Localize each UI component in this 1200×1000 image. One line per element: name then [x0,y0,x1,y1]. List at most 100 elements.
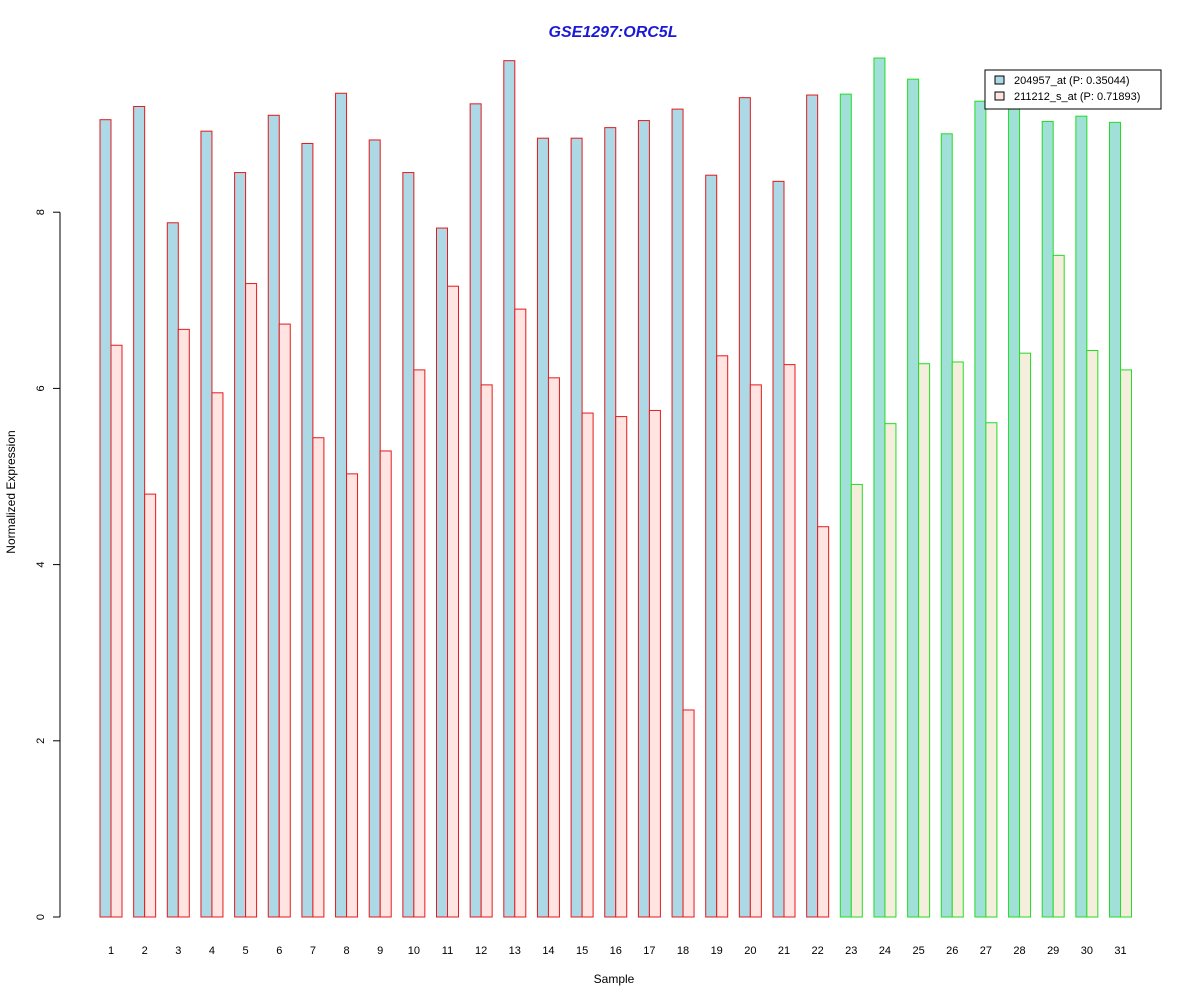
bar-204957-at-sample-31 [1109,121,1121,918]
bar-204957-at-sample-18 [671,108,684,918]
y-tick-label: 8 [35,209,47,215]
legend-label-211212-s-at: 211212_s_at (P: 0.71893) [1014,91,1140,103]
bar-series-group [99,57,1132,918]
bar-204957-at-sample-8 [335,92,348,918]
x-tick-label: 26 [946,945,958,957]
bar-211212-s-at-sample-1 [110,344,123,918]
bar-211212-s-at-sample-13 [514,308,527,918]
bar-204957-at-sample-16 [604,127,617,918]
bar-211212-s-at-sample-14 [547,377,560,918]
bar-211212-s-at-sample-18 [682,709,695,918]
x-tick-label: 21 [778,945,790,957]
x-tick-label: 6 [276,945,282,957]
x-tick-label: 14 [542,945,554,957]
bar-204957-at-sample-14 [536,137,549,918]
bar-211212-s-at-sample-21 [783,364,796,918]
bar-211212-s-at-sample-24 [884,423,897,918]
bar-204957-at-sample-15 [570,137,583,918]
x-tick-label: 22 [812,945,824,957]
bar-204957-at-sample-19 [705,174,718,918]
bar-204957-at-sample-7 [301,142,314,918]
bar-211212-s-at-sample-28 [1019,352,1032,918]
bar-211212-s-at-sample-3 [177,328,190,918]
bar-211212-s-at-sample-29 [1052,254,1065,918]
bar-211212-s-at-sample-5 [245,283,258,918]
x-tick-label: 3 [175,945,181,957]
y-axis-label: Normalized Expression [4,430,18,553]
bar-204957-at-sample-22 [806,94,819,918]
y-tick-label: 2 [35,738,47,744]
bar-211212-s-at-sample-8 [346,473,359,918]
bar-204957-at-sample-4 [200,130,213,918]
x-tick-label: 4 [209,945,215,957]
x-tick-label: 2 [142,945,148,957]
bar-204957-at-sample-1 [99,119,112,918]
x-tick-label: 1 [108,945,114,957]
x-tick-label: 28 [1013,945,1025,957]
x-tick-label: 13 [509,945,521,957]
legend-swatch-204957-at [994,75,1005,85]
y-tick-label: 4 [35,562,47,568]
bar-211212-s-at-sample-9 [379,450,392,918]
x-tick-label: 7 [310,945,316,957]
bar-211212-s-at-sample-25 [918,363,931,918]
chart-title: GSE1297:ORC5L [549,24,678,41]
bar-211212-s-at-sample-31 [1120,369,1132,918]
bar-204957-at-sample-6 [267,114,280,918]
bar-211212-s-at-sample-10 [413,369,426,918]
bar-211212-s-at-sample-23 [850,483,863,918]
x-tick-label: 24 [879,945,891,957]
bar-204957-at-sample-26 [940,133,953,918]
bar-211212-s-at-sample-30 [1086,350,1099,918]
bar-204957-at-sample-2 [133,105,146,918]
x-tick-label: 10 [408,945,420,957]
bar-204957-at-sample-20 [738,97,751,918]
legend-swatch-211212-s-at [994,91,1005,101]
bar-211212-s-at-sample-6 [278,323,291,918]
legend-box [984,69,1162,110]
y-tick-label: 6 [35,385,47,391]
x-tick-label: 31 [1114,945,1126,957]
x-tick-label: 29 [1047,945,1059,957]
bar-204957-at-sample-11 [436,227,448,918]
x-tick-labels: 1 2 3 4 5 6 7 8 9 10 11 12 13 14 15 16 17 18 19 20 21 22 23 24 2… [108,945,1127,957]
bar-204957-at-sample-5 [234,172,247,918]
bar-204957-at-sample-30 [1075,115,1088,918]
bar-211212-s-at-sample-12 [480,384,493,918]
bar-204957-at-sample-25 [907,78,920,918]
x-tick-label: 5 [243,945,249,957]
x-tick-label: 20 [744,945,756,957]
bar-204957-at-sample-12 [469,103,482,918]
bar-204957-at-sample-17 [637,120,650,918]
x-tick-label: 25 [912,945,924,957]
bar-211212-s-at-sample-16 [615,416,628,918]
x-tick-label: 8 [343,945,349,957]
x-tick-label: 11 [442,945,453,957]
legend: 204957_at (P: 0.35044) 211212_s_at (P: 0… [984,69,1162,110]
bar-204957-at-sample-29 [1041,120,1054,918]
x-tick-label: 18 [677,945,689,957]
y-tick-label: 0 [35,914,47,920]
bar-211212-s-at-sample-27 [985,422,998,918]
bar-211212-s-at-sample-20 [749,384,762,918]
bar-211212-s-at-sample-26 [951,361,964,918]
bar-211212-s-at-sample-2 [144,493,157,918]
legend-label-204957-at: 204957_at (P: 0.35044) [1014,75,1130,87]
bar-204957-at-sample-3 [166,222,179,918]
bar-211212-s-at-sample-4 [211,392,224,918]
bar-204957-at-sample-24 [873,57,886,918]
x-tick-label: 12 [475,945,487,957]
x-tick-label: 23 [845,945,857,957]
bar-211212-s-at-sample-15 [581,412,594,918]
bar-211212-s-at-sample-17 [648,409,661,918]
x-axis-label: Sample [594,972,635,986]
x-tick-label: 27 [980,945,992,957]
x-tick-label: 17 [643,945,655,957]
bar-204957-at-sample-9 [368,139,381,918]
y-axis: 0 2 4 6 8 [35,209,61,920]
bar-204957-at-sample-23 [839,93,852,918]
bar-211212-s-at-sample-22 [817,526,830,918]
bar-211212-s-at-sample-7 [312,437,325,918]
bar-204957-at-sample-10 [402,172,415,918]
